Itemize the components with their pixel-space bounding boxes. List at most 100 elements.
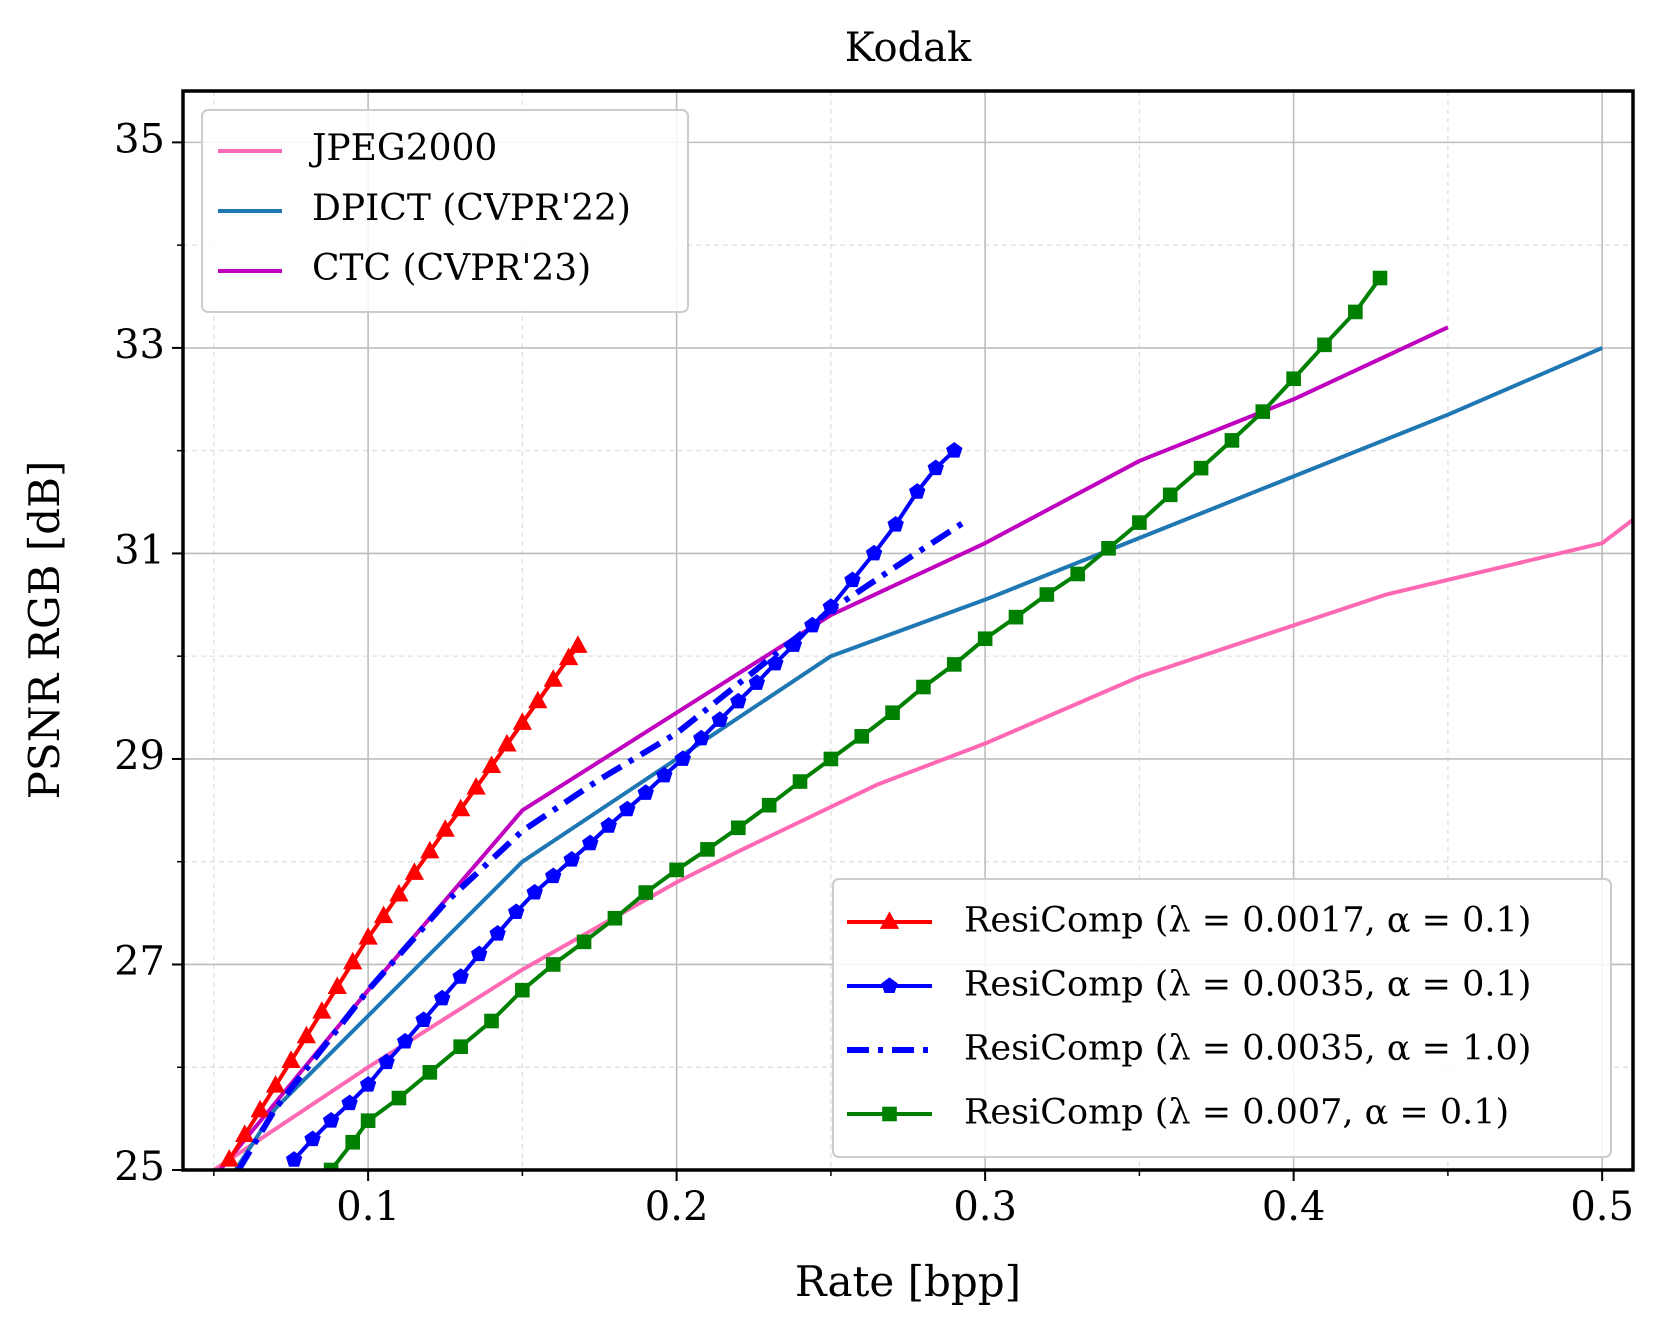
data-point	[327, 976, 347, 994]
data-point	[865, 544, 883, 561]
data-point	[507, 903, 525, 920]
data-point	[420, 840, 440, 859]
data-point	[285, 1151, 303, 1167]
data-point	[470, 945, 488, 962]
data-point	[1101, 540, 1116, 556]
series-line	[212, 517, 1633, 1170]
data-point	[360, 1113, 376, 1128]
data-point	[512, 712, 533, 730]
data-point	[823, 751, 839, 767]
y-axis-label: PSNR RGB [dB]	[20, 461, 69, 800]
data-point	[946, 657, 962, 672]
data-point	[1255, 404, 1271, 419]
data-point	[619, 800, 636, 817]
data-point	[1162, 487, 1178, 503]
data-point	[568, 635, 588, 653]
x-tick-label: 0.3	[953, 1184, 1017, 1230]
data-point	[389, 883, 409, 902]
data-point	[235, 1124, 255, 1142]
legends: JPEG2000 DPICT (CVPR'22) CTC (CVPR'23) Resi…	[201, 109, 1612, 1158]
data-point	[1224, 433, 1240, 448]
y-tick-label: 27	[114, 938, 165, 984]
data-point	[582, 834, 599, 851]
data-point	[909, 483, 926, 499]
y-tick-label: 33	[114, 322, 165, 368]
legend-label: ResiComp (λ = 0.0035, α = 1.0)	[964, 1029, 1531, 1069]
x-tick-label: 0.2	[645, 1184, 709, 1230]
data-point	[358, 927, 378, 945]
series-line	[233, 346, 1603, 1170]
data-point	[977, 631, 993, 647]
data-point	[854, 729, 870, 744]
data-point	[1193, 460, 1209, 476]
data-point	[489, 925, 506, 941]
data-point	[607, 910, 623, 926]
data-point	[304, 1130, 321, 1147]
data-point	[378, 1053, 395, 1070]
y-tick-label: 29	[114, 733, 165, 779]
data-point	[497, 733, 517, 752]
data-point	[528, 690, 548, 709]
data-point	[558, 647, 579, 666]
data-point	[887, 516, 904, 532]
data-point	[466, 777, 486, 795]
data-point	[526, 883, 543, 900]
data-point	[946, 442, 963, 458]
legend-label: ResiComp (λ = 0.0017, α = 0.1)	[964, 901, 1531, 941]
legend-label: CTC (CVPR'23)	[312, 248, 591, 289]
data-point	[422, 1065, 438, 1080]
data-point	[396, 1032, 414, 1049]
data-point	[669, 862, 684, 878]
legend-box	[832, 878, 1612, 1158]
data-point	[545, 957, 561, 972]
data-point	[600, 817, 617, 833]
x-axis-label: Rate [bpp]	[795, 1257, 1021, 1306]
data-point	[345, 1134, 360, 1150]
data-point	[219, 1149, 239, 1167]
x-tick-label: 0.4	[1262, 1184, 1326, 1230]
data-point	[391, 1090, 407, 1106]
data-point	[322, 1112, 340, 1128]
legend-label: ResiComp (λ = 0.007, α = 0.1)	[964, 1093, 1509, 1133]
data-point	[711, 711, 729, 727]
data-point	[250, 1099, 270, 1118]
data-point	[1372, 270, 1388, 286]
x-tick-label: 0.5	[1570, 1184, 1634, 1230]
data-point	[373, 905, 394, 924]
data-point	[792, 774, 808, 789]
data-point	[1039, 587, 1055, 602]
data-point	[576, 934, 592, 950]
data-point	[731, 820, 746, 836]
data-point	[1132, 515, 1147, 530]
series-line	[218, 325, 1449, 1170]
data-point	[844, 571, 861, 588]
data-point	[748, 674, 766, 690]
data-point	[453, 1039, 468, 1054]
x-tick-label: 0.1	[336, 1184, 400, 1230]
data-point	[1286, 371, 1301, 387]
data-point	[543, 669, 563, 687]
legend-marker	[881, 977, 898, 993]
plot-frame	[181, 89, 1635, 1172]
data-point	[484, 1013, 499, 1029]
data-point	[693, 729, 710, 746]
y-tick-label: 31	[114, 527, 165, 573]
legend-label: JPEG2000	[308, 128, 497, 169]
data-point	[481, 755, 502, 774]
data-point	[637, 784, 654, 800]
chart-title: Kodak	[845, 25, 972, 71]
legend-marker	[882, 1106, 897, 1122]
data-point	[1348, 304, 1363, 320]
legend: JPEG2000 DPICT (CVPR'22) CTC (CVPR'23)	[201, 109, 689, 313]
legend-marker	[879, 911, 900, 929]
data-point	[359, 1076, 377, 1092]
data-point	[545, 867, 562, 884]
data-point	[1008, 609, 1024, 625]
data-point	[433, 989, 451, 1006]
data-point	[452, 968, 469, 984]
data-point	[451, 798, 471, 817]
legend: ResiComp (λ = 0.0017, α = 0.1) ResiComp (…	[832, 878, 1612, 1158]
data-point	[404, 862, 425, 880]
data-point	[700, 842, 715, 857]
data-point	[1317, 337, 1332, 353]
